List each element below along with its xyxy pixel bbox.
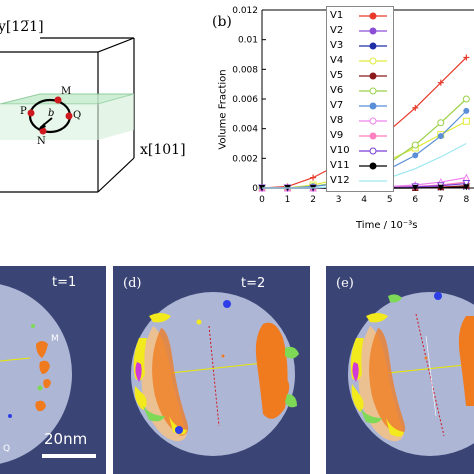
point-p (27, 109, 35, 117)
panel-c-time: t=1 (52, 275, 77, 290)
legend-entry-v7: V7 (327, 99, 393, 113)
legend-swatch (359, 87, 387, 95)
legend-entry-v11: V11 (327, 159, 393, 173)
data-point-v7 (463, 107, 470, 114)
legend-label: V1 (330, 10, 344, 21)
panel-c: t=1 M Q 20nm (0, 266, 106, 474)
panel-e-render (348, 292, 474, 456)
x-tick-label: 4 (361, 195, 367, 205)
panel-d-render (131, 292, 299, 456)
data-point-v6 (437, 119, 445, 127)
legend-label: V2 (330, 25, 344, 36)
data-point-v7 (437, 133, 444, 140)
legend-swatch (359, 72, 387, 80)
x-tick-label: 8 (463, 195, 469, 205)
x-tick-label: 6 (412, 195, 418, 205)
chart-legend: V1 V2 V3 V4 V5 V6 V7 V8 V9 V10 V11 V12 (326, 6, 394, 192)
legend-label: V7 (330, 100, 344, 111)
data-point-v1 (412, 104, 419, 111)
x-tick-label: 3 (336, 195, 342, 205)
data-point-v10 (462, 180, 471, 188)
label-b: b (48, 108, 55, 119)
legend-swatch (359, 132, 387, 140)
label-n: N (37, 136, 46, 147)
y-tick-label: 0 (252, 184, 258, 194)
data-point-v11 (437, 184, 444, 191)
chart-ylabel: Volume Fraction (217, 69, 229, 150)
chart-xlabel: Time / 10⁻³s (356, 220, 418, 231)
panel-e: (e) (326, 266, 474, 474)
crystal-schematic (0, 37, 135, 193)
data-point-v7 (412, 152, 419, 159)
x-tick-label: 2 (310, 195, 316, 205)
panel-b-label: (b) (212, 14, 232, 30)
data-point-v11 (463, 184, 470, 191)
panel-e-label: (e) (336, 276, 354, 291)
legend-label: V3 (330, 40, 344, 51)
y-tick-label: 0.006 (232, 95, 258, 105)
legend-entry-v1: V1 (327, 9, 393, 23)
point-q (65, 112, 73, 120)
legend-label: V8 (330, 115, 344, 126)
x-tick-label: 1 (285, 195, 291, 205)
legend-swatch (359, 27, 387, 35)
data-point-v6 (411, 141, 419, 149)
legend-swatch (359, 57, 387, 65)
label-q: Q (73, 110, 82, 121)
legend-label: V9 (330, 130, 344, 141)
y-axis-label: y[12̅1] (0, 19, 44, 35)
legend-entry-v5: V5 (327, 69, 393, 83)
legend-swatch (359, 42, 387, 50)
legend-label: V12 (330, 175, 350, 186)
legend-entry-v3: V3 (327, 39, 393, 53)
legend-swatch (359, 12, 387, 20)
x-tick-label: 0 (259, 195, 265, 205)
legend-swatch (359, 162, 387, 170)
legend-swatch (359, 147, 387, 155)
scale-bar-label: 20nm (44, 430, 88, 448)
point-n (39, 127, 47, 135)
legend-label: V4 (330, 55, 344, 66)
x-axis-label: x[101] (140, 142, 186, 158)
legend-entry-v6: V6 (327, 84, 393, 98)
panel-d-time: t=2 (241, 276, 266, 291)
x-tick-label: 7 (438, 195, 444, 205)
volume-fraction-chart: 0 0.002 0.004 0.006 0.008 0.01 0.012 0 1 2 3 4 5 6 7 8 (232, 6, 474, 205)
legend-label: V5 (330, 70, 344, 81)
legend-swatch (359, 102, 387, 110)
data-point-v6 (462, 95, 470, 103)
data-point-v1 (463, 54, 470, 61)
panel-c-point-q: Q (3, 444, 11, 454)
label-m: M (61, 86, 72, 97)
y-tick-label: 0.008 (232, 65, 258, 75)
panel-d: (d) t=2 (113, 266, 310, 474)
legend-label: V10 (330, 145, 350, 156)
legend-entry-v8: V8 (327, 114, 393, 128)
legend-entry-v10: V10 (327, 144, 393, 158)
label-p: P (20, 106, 27, 117)
data-point-v4 (462, 117, 470, 125)
y-tick-label: 0.002 (232, 154, 258, 164)
legend-entry-v4: V4 (327, 54, 393, 68)
legend-label: V6 (330, 85, 344, 96)
legend-swatch (359, 180, 387, 182)
legend-entry-v2: V2 (327, 24, 393, 38)
legend-entry-v12: V12 (327, 174, 393, 188)
panel-c-render (0, 284, 96, 464)
data-point-v11 (412, 185, 419, 191)
y-tick-label: 0.004 (232, 125, 258, 135)
panel-c-point-m: M (51, 334, 59, 344)
legend-swatch (359, 117, 387, 125)
data-point-v1 (437, 79, 444, 86)
legend-label: V11 (330, 160, 350, 171)
x-tick-label: 5 (387, 195, 393, 205)
y-tick-label: 0.012 (232, 6, 258, 16)
data-point-v1 (310, 174, 317, 181)
point-m (54, 96, 62, 104)
legend-entry-v9: V9 (327, 129, 393, 143)
y-tick-label: 0.01 (238, 36, 258, 46)
panel-d-label: (d) (123, 276, 142, 291)
